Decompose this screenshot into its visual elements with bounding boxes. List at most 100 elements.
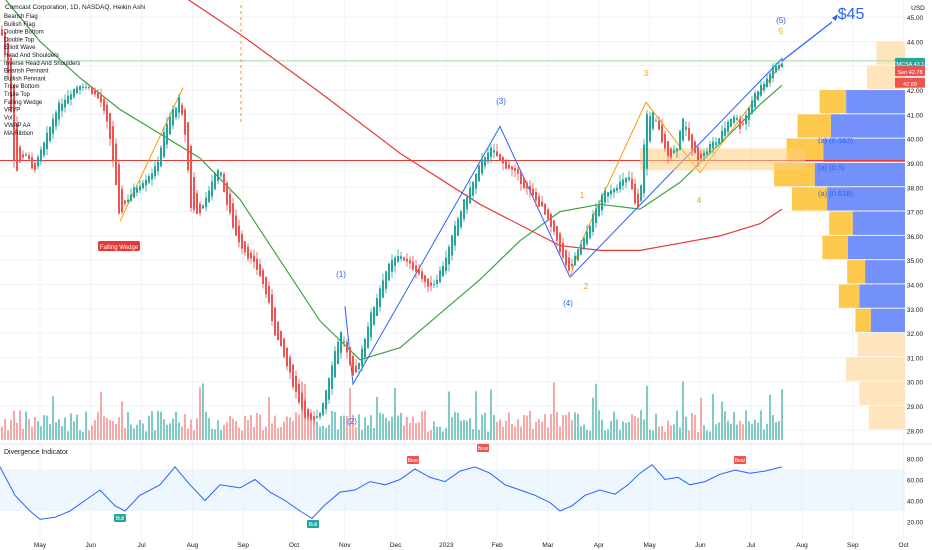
volume-bar: [409, 422, 411, 440]
volume-bar: [85, 411, 87, 440]
price-badge: [895, 66, 925, 77]
wave-label: 2: [584, 282, 589, 291]
volume-bar: [712, 394, 714, 440]
indicator-item: Head And Shoulders: [4, 53, 59, 59]
volume-bar: [697, 431, 699, 440]
volume-bar: [472, 428, 474, 440]
volume-bar: [568, 412, 570, 440]
candle-body: [655, 120, 657, 122]
candle-body: [82, 86, 84, 88]
candle-body: [445, 257, 447, 272]
candle-body: [244, 241, 246, 253]
volume-bar: [715, 424, 717, 440]
volume-bar: [397, 415, 399, 440]
candle-body: [355, 365, 357, 373]
volume-bar: [616, 419, 618, 440]
indicator-item: Triple Bottom: [4, 84, 39, 90]
candle-body: [508, 164, 510, 169]
bear-badge: [407, 456, 419, 464]
candle-body: [346, 341, 348, 353]
volume-bar: [469, 418, 471, 440]
volume-bar: [541, 421, 543, 440]
candle-body: [301, 393, 303, 409]
volume-bar: [781, 389, 783, 440]
bull-label: Bull: [116, 516, 124, 522]
candle-body: [457, 218, 459, 236]
candle-body: [334, 350, 336, 378]
y-tick-label: 38.00: [907, 185, 924, 192]
volume-bar: [634, 416, 636, 440]
candle-body: [232, 203, 234, 228]
candle-body: [502, 157, 504, 164]
volume-bar: [505, 420, 507, 440]
candle-body: [76, 87, 78, 93]
candle-body: [598, 204, 600, 216]
volume-bar: [370, 415, 372, 440]
indicator-item: MA Ribbon: [4, 131, 33, 137]
candle-body: [31, 157, 33, 169]
candle-body: [322, 403, 324, 415]
volume-bar: [349, 387, 351, 440]
indicator-item: VRVP: [4, 108, 20, 114]
volume-bar: [730, 423, 732, 440]
candle-body: [766, 78, 768, 88]
volume-bar: [70, 413, 72, 440]
volume-profile-bar: [846, 357, 905, 381]
pattern-badge: [98, 241, 140, 251]
fib-label: (a) (0.382): [818, 136, 854, 145]
candle-body: [28, 155, 30, 160]
volume-bar: [490, 389, 492, 440]
volume-bar: [637, 417, 639, 440]
volume-bar: [4, 419, 6, 440]
target-label: $45: [838, 6, 865, 23]
candle-body: [73, 88, 75, 97]
candle-body: [358, 363, 360, 370]
candle-body: [52, 118, 54, 134]
candle-body: [652, 112, 654, 129]
volume-profile-bar: [852, 211, 905, 235]
candle-body: [142, 182, 144, 189]
volume-bar: [148, 415, 150, 440]
volume-bar: [766, 423, 768, 440]
y-tick-label: 35.00: [907, 258, 924, 265]
volume-profile: [774, 41, 905, 430]
candle-body: [469, 187, 471, 204]
candle-body: [388, 263, 390, 281]
volume-bar: [259, 414, 261, 440]
volume-bar: [745, 410, 747, 440]
candle-body: [772, 66, 774, 79]
candle-body: [574, 255, 576, 266]
candle-body: [340, 332, 342, 353]
candle-body: [517, 169, 519, 174]
candle-body: [622, 179, 624, 186]
volume-profile-bar: [846, 90, 905, 114]
candle-body: [277, 321, 279, 341]
indicator-item: Falling Wedge: [4, 100, 43, 106]
volume-bar: [151, 411, 153, 440]
volume-bar: [421, 411, 423, 440]
candle-body: [67, 95, 69, 104]
x-tick-label: Dec: [390, 542, 402, 549]
moving-average-line: [5, 0, 783, 361]
volume-profile-bar: [859, 381, 905, 405]
candle-body: [601, 194, 603, 211]
candle-body: [679, 130, 681, 151]
candle-body: [163, 132, 165, 157]
volume-bar: [322, 425, 324, 440]
volume-bar: [127, 412, 129, 440]
volume-bar: [22, 428, 24, 440]
candle-body: [568, 257, 570, 271]
volume-bar: [670, 425, 672, 440]
oscillator-line: [0, 464, 783, 520]
volume-bar: [106, 418, 108, 440]
candle-body: [493, 150, 495, 153]
volume-bar: [91, 425, 93, 440]
x-tick-label: May: [34, 542, 47, 549]
volume-bar: [136, 424, 138, 440]
candle-body: [427, 278, 429, 287]
fib-label: (a) (0.5): [818, 163, 845, 172]
candle-body: [604, 190, 606, 203]
volume-bar: [115, 423, 117, 440]
volume-bar: [604, 430, 606, 440]
indicator-item: Inverse Head And Shoulders: [4, 61, 80, 67]
